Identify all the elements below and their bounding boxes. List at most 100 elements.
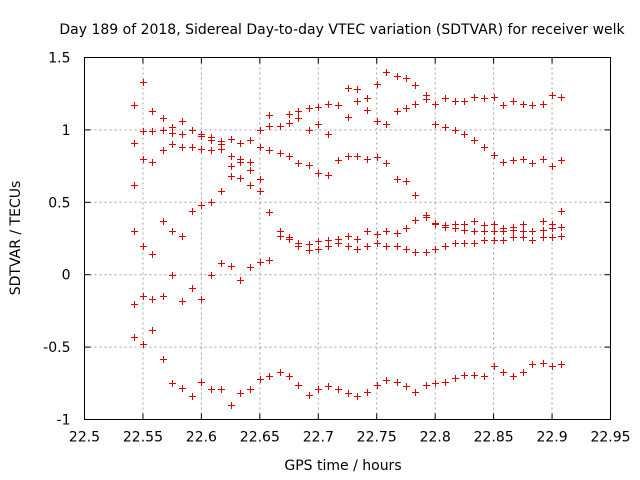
data-point <box>510 373 517 380</box>
data-point <box>228 136 235 143</box>
data-point <box>412 217 419 224</box>
data-point <box>325 101 332 108</box>
data-point <box>345 390 352 397</box>
data-point <box>394 176 401 183</box>
data-point <box>179 144 186 151</box>
data-point <box>286 120 293 127</box>
data-point <box>257 144 264 151</box>
data-point <box>442 95 449 102</box>
data-point <box>403 225 410 232</box>
data-point <box>140 293 147 300</box>
data-point <box>520 101 527 108</box>
data-point <box>237 390 244 397</box>
data-point <box>266 257 273 264</box>
data-point <box>442 379 449 386</box>
data-point <box>247 137 254 144</box>
data-point <box>198 296 205 303</box>
data-point <box>198 146 205 153</box>
data-point <box>403 383 410 390</box>
data-point <box>208 386 215 393</box>
data-point <box>412 192 419 199</box>
data-point <box>423 212 430 219</box>
data-point <box>179 298 186 305</box>
data-point <box>189 208 196 215</box>
data-point <box>481 237 488 244</box>
data-point <box>442 222 449 229</box>
data-point <box>500 159 507 166</box>
data-point <box>237 277 244 284</box>
data-point <box>277 233 284 240</box>
data-point <box>394 108 401 115</box>
data-point <box>295 240 302 247</box>
data-point <box>315 386 322 393</box>
data-point <box>354 86 361 93</box>
data-point <box>549 221 556 228</box>
data-point <box>218 188 225 195</box>
data-point <box>394 230 401 237</box>
data-point <box>354 393 361 400</box>
data-point <box>149 128 156 135</box>
chart-title: Day 189 of 2018, Sidereal Day-to-day VTE… <box>59 22 625 38</box>
data-point <box>160 147 167 154</box>
data-point <box>335 102 342 109</box>
data-point <box>452 375 459 382</box>
data-point <box>277 150 284 157</box>
data-point <box>558 94 565 101</box>
data-point <box>295 160 302 167</box>
data-point <box>540 234 547 241</box>
grid-lines <box>84 57 611 420</box>
x-tick-label: 22.55 <box>123 430 163 446</box>
plot-frame <box>84 57 611 420</box>
data-point <box>500 102 507 109</box>
data-point <box>325 172 332 179</box>
data-point <box>345 153 352 160</box>
data-point <box>335 236 342 243</box>
data-point <box>247 167 254 174</box>
series-s4 <box>131 69 565 258</box>
data-point <box>510 157 517 164</box>
data-point <box>471 372 478 379</box>
data-point <box>529 102 536 109</box>
data-point <box>257 176 264 183</box>
data-point <box>266 373 273 380</box>
data-point <box>520 234 527 241</box>
data-point <box>558 361 565 368</box>
data-point <box>394 379 401 386</box>
data-point <box>354 246 361 253</box>
data-point <box>374 81 381 88</box>
data-point <box>228 402 235 409</box>
data-point <box>354 236 361 243</box>
data-point <box>500 225 507 232</box>
data-point <box>306 162 313 169</box>
data-point <box>529 228 536 235</box>
data-point <box>189 285 196 292</box>
data-point <box>374 118 381 125</box>
data-point <box>286 111 293 118</box>
data-point <box>189 393 196 400</box>
data-point <box>394 243 401 250</box>
data-point <box>160 115 167 122</box>
data-point <box>529 160 536 167</box>
data-point <box>374 154 381 161</box>
data-point <box>160 218 167 225</box>
data-point <box>306 247 313 254</box>
data-point <box>306 392 313 399</box>
data-point <box>549 163 556 170</box>
data-point <box>558 224 565 231</box>
data-point <box>491 237 498 244</box>
data-point <box>423 249 430 256</box>
data-point <box>131 301 138 308</box>
data-point <box>354 98 361 105</box>
data-point <box>423 382 430 389</box>
data-point <box>306 105 313 112</box>
data-point <box>140 243 147 250</box>
data-point <box>286 373 293 380</box>
data-point <box>461 98 468 105</box>
data-point <box>520 221 527 228</box>
data-point <box>247 159 254 166</box>
data-point <box>277 123 284 130</box>
data-point <box>149 296 156 303</box>
data-point <box>247 264 254 271</box>
data-point <box>257 188 264 195</box>
